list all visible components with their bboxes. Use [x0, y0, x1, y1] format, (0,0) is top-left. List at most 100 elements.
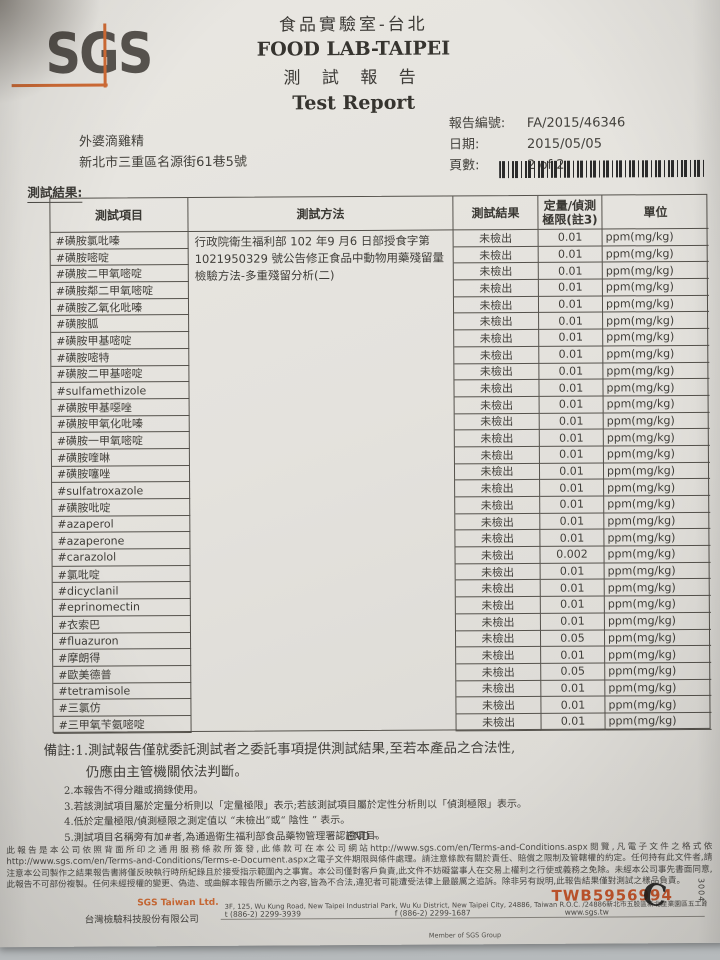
- table-cell-result: 未檢出: [454, 313, 540, 331]
- table-cell-result: 未檢出: [455, 613, 541, 631]
- table-cell-limit: 0.01: [540, 579, 605, 598]
- table-cell-item: #dicyclanil: [52, 582, 191, 601]
- table-cell-limit: 0.05: [541, 663, 606, 681]
- table-cell-unit: ppm(mg/kg): [603, 462, 711, 480]
- table-cell-limit: 0.01: [539, 413, 604, 431]
- col-header-result: 測試結果: [453, 195, 539, 231]
- table-cell-limit: 0.01: [539, 329, 604, 347]
- table-cell-result: 未檢出: [456, 663, 542, 681]
- table-cell-result: 未檢出: [454, 380, 540, 398]
- report-no-label: 報告編號:: [448, 116, 506, 132]
- sgs-logo-horizontal-line: [11, 83, 108, 88]
- table-cell-unit: ppm(mg/kg): [602, 295, 710, 313]
- table-cell-limit: 0.01: [540, 513, 605, 531]
- table-cell-item: #azaperol: [52, 515, 191, 534]
- table-cell-result: 未檢出: [455, 630, 542, 648]
- table-cell-unit: ppm(mg/kg): [603, 328, 710, 347]
- report-no-value: FA/2015/46346: [526, 115, 626, 131]
- table-cell-result: 未檢出: [455, 530, 541, 548]
- col-header-limit-line1: 定量/偵測: [543, 198, 597, 213]
- report-title-en: Test Report: [292, 91, 416, 115]
- table-cell-limit: 0.01: [540, 596, 605, 614]
- table-cell-unit: ppm(mg/kg): [602, 245, 709, 263]
- footer-company-en: SGS Taiwan Ltd.: [137, 897, 219, 909]
- table-cell-unit: ppm(mg/kg): [604, 529, 711, 547]
- table-cell-result: 未檢出: [455, 513, 541, 531]
- table-cell-result: 未檢出: [456, 647, 542, 665]
- date-label: 日期:: [448, 137, 480, 153]
- table-cell-item: #三氯仿: [53, 699, 192, 717]
- table-cell-result: 未檢出: [453, 296, 540, 314]
- table-cell-result: 未檢出: [455, 563, 541, 581]
- results-table: 測試項目 測試方法 測試結果 定量/偵測 極限(註3) 單位 行政院衛生福利部 …: [49, 193, 712, 734]
- barcode: [499, 159, 706, 179]
- table-cell-unit: ppm(mg/kg): [605, 646, 712, 664]
- table-cell-unit: ppm(mg/kg): [603, 429, 710, 447]
- table-cell-unit: ppm(mg/kg): [604, 495, 711, 514]
- table-cell-result: 未檢出: [454, 396, 540, 414]
- table-cell-limit: 0.01: [538, 262, 603, 280]
- table-cell-limit: 0.01: [538, 279, 603, 297]
- table-cell-limit: 0.05: [540, 630, 606, 648]
- table-cell-item: #磺胺乙氧化吡嗪: [50, 298, 190, 317]
- table-cell-item: #三甲氧苄氨嘧啶: [53, 715, 192, 734]
- table-cell-item: #磺胺二甲基嘧啶: [51, 365, 190, 384]
- client-name: 外婆滴雞精: [78, 134, 145, 150]
- table-cell-limit: 0.01: [541, 713, 606, 731]
- footer-company-zh: 台灣檢驗科技股份有限公司: [84, 913, 199, 926]
- table-cell-limit: 0.01: [541, 646, 606, 664]
- table-cell-unit: ppm(mg/kg): [605, 712, 712, 731]
- lab-name-en: FOOD LAB-TAIPEI: [256, 37, 451, 61]
- table-cell-result: 未檢出: [454, 430, 540, 448]
- col-header-item: 測試項目: [50, 198, 189, 233]
- table-cell-item: #磺胺吡啶: [52, 499, 191, 517]
- table-cell-result: 未檢出: [456, 680, 542, 698]
- table-cell-unit: ppm(mg/kg): [604, 612, 711, 631]
- footer-member-text: Member of SGS Group: [428, 931, 502, 940]
- side-page-number: 3004: [696, 877, 706, 903]
- table-cell-limit: 0.01: [541, 680, 606, 698]
- table-cell-unit: ppm(mg/kg): [602, 228, 709, 247]
- table-cell-limit: 0.01: [540, 529, 605, 547]
- table-cell-unit: ppm(mg/kg): [604, 629, 712, 647]
- table-cell-result: 未檢出: [453, 263, 539, 281]
- table-cell-result: 未檢出: [455, 597, 541, 615]
- table-cell-result: 未檢出: [453, 246, 539, 264]
- table-cell-item: #磺胺噻唑: [51, 465, 191, 484]
- table-cell-item: #fluazuron: [52, 632, 192, 651]
- table-cell-unit: ppm(mg/kg): [603, 312, 710, 330]
- table-cell-limit: 0.01: [541, 696, 606, 714]
- table-cell-unit: ppm(mg/kg): [605, 679, 712, 697]
- table-cell-result: 未檢出: [453, 279, 539, 298]
- col-header-limit-line2: 極限(註3): [542, 212, 598, 227]
- client-address: 新北市三重區名源街61巷5號: [79, 154, 247, 171]
- col-header-method: 測試方法: [188, 196, 454, 233]
- table-cell-result: 未檢出: [453, 229, 539, 248]
- table-cell-unit: ppm(mg/kg): [604, 545, 711, 564]
- table-cell-limit: 0.01: [539, 379, 604, 397]
- sgs-logo-vertical-line: [103, 23, 107, 88]
- table-cell-limit: 0.01: [539, 312, 604, 331]
- method-cell: 行政院衛生福利部 102 年9 月6 日部授食字第 1021950329 號公告…: [188, 230, 457, 733]
- table-cell-limit: 0.01: [538, 246, 603, 264]
- table-cell-item: #磺胺胍: [51, 315, 190, 334]
- table-cell-item: #氯吡啶: [52, 565, 191, 584]
- table-cell-result: 未檢出: [456, 713, 542, 732]
- table-cell-item: #磺胺喹啉: [51, 448, 190, 467]
- table-cell-limit: 0.01: [539, 463, 605, 481]
- col-header-limit: 定量/偵測 極限(註3): [538, 195, 603, 230]
- report-title-zh: 測 試 報 告: [283, 67, 424, 89]
- table-cell-item: #carazolol: [52, 549, 191, 567]
- table-cell-unit: ppm(mg/kg): [603, 362, 710, 380]
- table-cell-limit: 0.01: [540, 496, 605, 514]
- table-cell-item: #衣索巴: [52, 615, 191, 634]
- table-cell-item: #azaperone: [52, 532, 191, 550]
- table-cell-item: #tetramisole: [53, 682, 192, 701]
- table-cell-item: #磺胺一甲氧嘧啶: [51, 432, 190, 450]
- table-cell-result: 未檢出: [455, 580, 541, 598]
- table-cell-item: #磺胺嘧啶: [50, 248, 189, 267]
- footer-tel: t (886-2) 2299-3939: [224, 909, 301, 919]
- table-cell-item: #磺胺嘧特: [51, 348, 190, 367]
- table-cell-result: 未檢出: [454, 463, 541, 481]
- table-cell-limit: 0.01: [538, 229, 603, 247]
